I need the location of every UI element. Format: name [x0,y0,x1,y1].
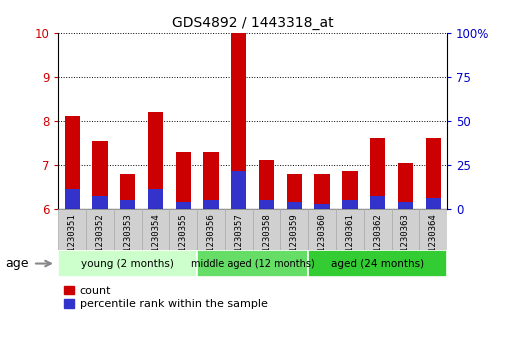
Text: GSM1230354: GSM1230354 [151,214,160,268]
Bar [392,209,419,250]
Text: GSM1230358: GSM1230358 [262,214,271,268]
Bar [398,202,413,209]
Bar [370,138,385,209]
Text: GSM1230355: GSM1230355 [179,214,188,268]
Bar [120,174,136,209]
Bar [120,200,136,209]
Text: aged (24 months): aged (24 months) [331,258,424,269]
Text: GSM1230360: GSM1230360 [318,214,327,268]
Text: age: age [5,257,28,270]
Text: GSM1230356: GSM1230356 [207,214,215,268]
Bar [148,112,163,209]
Bar [398,163,413,209]
Bar [92,140,108,209]
Text: GSM1230357: GSM1230357 [234,214,243,268]
Bar [426,198,441,209]
Bar [426,138,441,209]
Bar [287,174,302,209]
Text: GSM1230364: GSM1230364 [429,214,438,268]
Bar [204,151,219,209]
Text: young (2 months): young (2 months) [81,258,174,269]
Bar [92,196,108,209]
Bar [259,160,274,209]
Bar [176,202,191,209]
Bar [225,209,253,250]
Bar [204,200,219,209]
Bar [58,250,197,277]
Bar [314,174,330,209]
Bar [308,250,447,277]
Text: GSM1230359: GSM1230359 [290,214,299,268]
Bar [314,204,330,209]
Bar [419,209,447,250]
Bar [231,33,246,209]
Bar [253,209,280,250]
Bar [114,209,142,250]
Bar [65,189,80,209]
Bar [342,200,358,209]
Bar [364,209,392,250]
Bar [259,200,274,209]
Bar [176,151,191,209]
Bar [342,171,358,209]
Text: GSM1230362: GSM1230362 [373,214,382,268]
Bar [370,196,385,209]
Bar [197,209,225,250]
Bar [197,250,308,277]
Text: GDS4892 / 1443318_at: GDS4892 / 1443318_at [172,16,334,30]
Text: GSM1230363: GSM1230363 [401,214,410,268]
Bar [287,202,302,209]
Bar [280,209,308,250]
Bar [142,209,170,250]
Bar [170,209,197,250]
Bar [65,116,80,209]
Text: GSM1230353: GSM1230353 [123,214,132,268]
Text: GSM1230361: GSM1230361 [345,214,355,268]
Bar [58,209,86,250]
Text: GSM1230352: GSM1230352 [96,214,105,268]
Text: middle aged (12 months): middle aged (12 months) [191,258,314,269]
Legend: count, percentile rank within the sample: count, percentile rank within the sample [64,286,267,309]
Bar [336,209,364,250]
Bar [148,189,163,209]
Bar [231,171,246,209]
Bar [86,209,114,250]
Bar [308,209,336,250]
Text: GSM1230351: GSM1230351 [68,214,77,268]
